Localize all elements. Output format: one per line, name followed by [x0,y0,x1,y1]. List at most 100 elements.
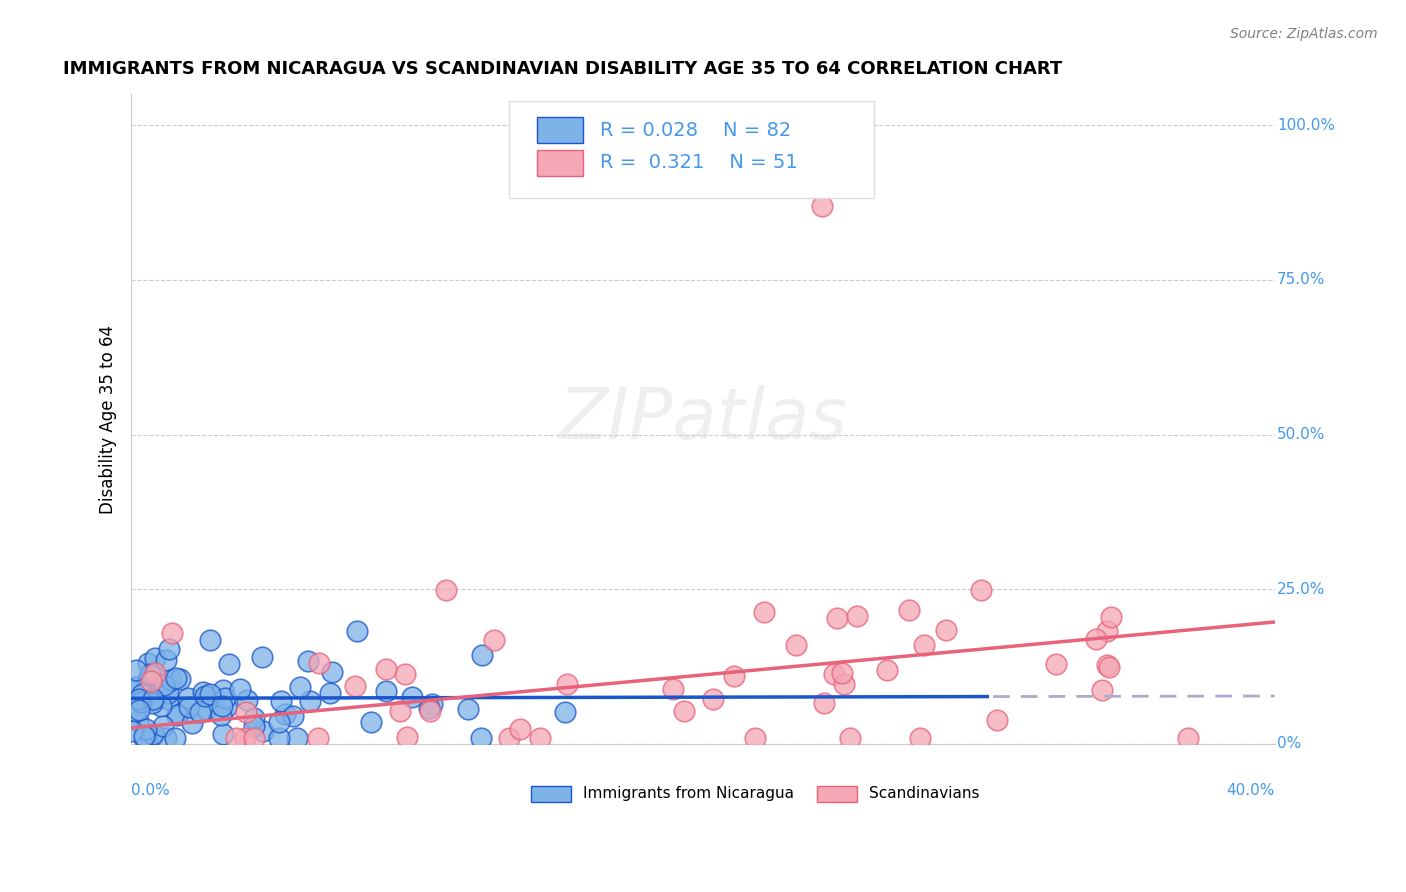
Point [297,654,319,668]
Point [188,706,211,720]
Text: Source: ZipAtlas.com: Source: ZipAtlas.com [1230,27,1378,41]
Point [156,686,179,700]
Point [131,687,153,701]
Point [785,638,807,652]
Point [233,731,256,745]
Point [155,731,177,745]
Point [1095,657,1118,672]
FancyBboxPatch shape [509,101,875,198]
Point [283,708,305,723]
Point [135,684,157,698]
Point [122,684,145,698]
Text: ZIPatlas: ZIPatlas [558,384,848,454]
Point [269,731,291,745]
Point [159,673,181,687]
Point [1099,610,1122,624]
Point [375,683,398,698]
Point [422,697,444,711]
Point [823,667,845,681]
Point [285,731,308,745]
Point [142,692,165,706]
Point [876,663,898,677]
Point [274,706,297,721]
Point [509,723,531,737]
Point [235,693,257,707]
Point [290,680,312,694]
Point [136,672,159,686]
Text: Immigrants from Nicaragua: Immigrants from Nicaragua [583,787,794,801]
Point [165,731,187,745]
Point [321,665,343,679]
Point [243,711,266,725]
Point [160,626,183,640]
Point [235,705,257,719]
Point [142,727,165,741]
Point [343,680,366,694]
Point [360,714,382,729]
Point [127,714,149,728]
Point [298,694,321,708]
Point [218,657,240,672]
Point [554,705,576,719]
Point [165,671,187,685]
Text: 25.0%: 25.0% [1277,582,1326,597]
Point [179,700,201,714]
Text: 0.0%: 0.0% [131,783,170,797]
FancyBboxPatch shape [531,786,571,802]
Point [141,731,163,745]
Point [374,662,396,676]
Point [346,624,368,638]
Point [225,731,247,745]
Point [839,731,862,745]
Point [267,714,290,729]
Point [229,682,252,697]
Y-axis label: Disability Age 35 to 64: Disability Age 35 to 64 [100,325,117,514]
Text: 40.0%: 40.0% [1226,783,1275,797]
Point [1177,731,1199,745]
Point [827,611,849,625]
Text: IMMIGRANTS FROM NICARAGUA VS SCANDINAVIAN DISABILITY AGE 35 TO 64 CORRELATION CH: IMMIGRANTS FROM NICARAGUA VS SCANDINAVIA… [63,60,1062,78]
Point [209,708,232,723]
Point [155,653,177,667]
Point [752,606,775,620]
Point [908,731,931,745]
Text: 100.0%: 100.0% [1277,118,1334,133]
Point [457,702,479,716]
Point [198,632,221,647]
Point [211,698,233,713]
Point [388,704,411,718]
Point [125,663,148,677]
Point [813,696,835,710]
Point [243,719,266,733]
FancyBboxPatch shape [537,117,583,143]
Point [127,696,149,710]
Point [270,694,292,708]
Point [200,686,222,700]
Point [167,707,190,722]
Point [121,723,143,738]
Point [215,699,238,714]
Point [135,722,157,736]
Point [470,731,492,745]
Point [1098,659,1121,673]
Point [139,673,162,688]
Point [723,669,745,683]
Point [744,731,766,745]
Point [319,686,342,700]
Point [153,678,176,692]
Point [150,698,173,713]
Point [211,727,233,741]
Point [128,691,150,706]
Point [194,702,217,716]
Point [125,680,148,694]
Point [436,583,458,598]
Point [128,703,150,717]
Point [811,199,834,213]
Point [970,582,993,597]
Point [1045,657,1067,671]
Point [897,603,920,617]
Text: 0%: 0% [1277,736,1301,751]
Text: R = 0.028    N = 82: R = 0.028 N = 82 [600,120,792,140]
Point [308,657,330,671]
Point [132,729,155,743]
